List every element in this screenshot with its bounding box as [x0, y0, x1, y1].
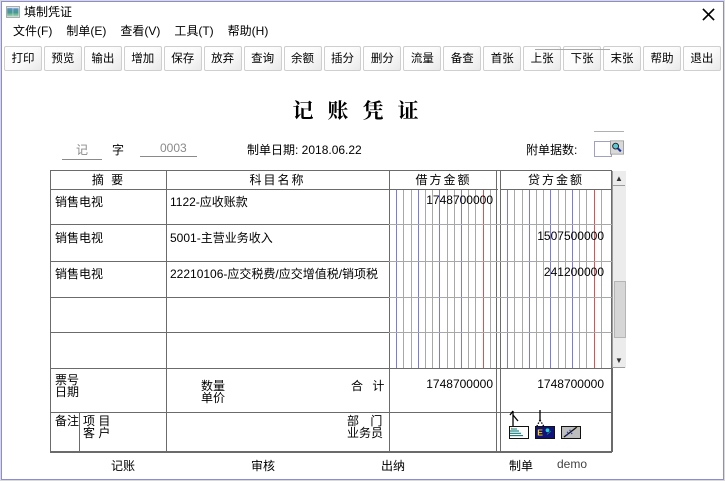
svg-text:E: E — [537, 428, 543, 438]
